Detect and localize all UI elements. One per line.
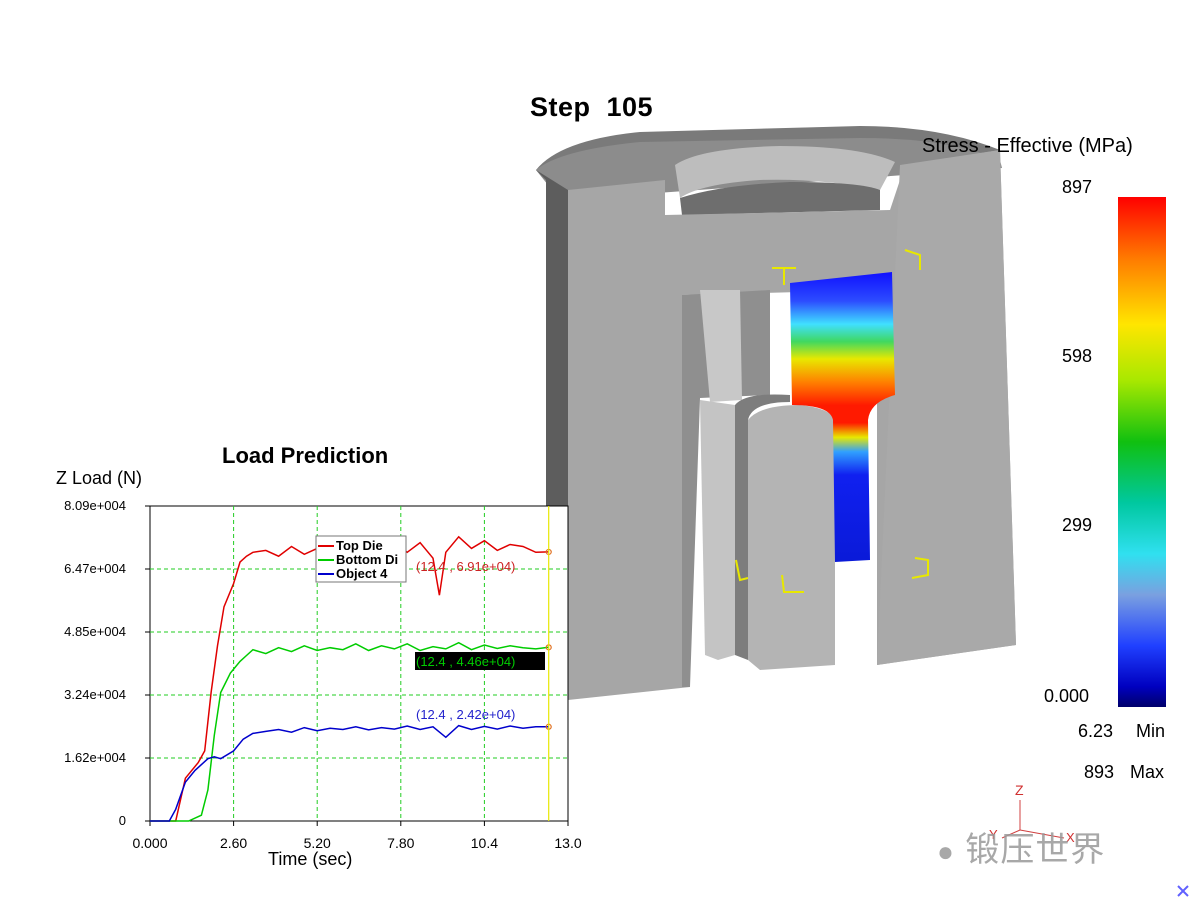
legend-min-label: Min (1136, 721, 1166, 741)
die-cavity-ring (675, 146, 895, 198)
annotation-bg (415, 652, 545, 670)
forging-die-3d-model (536, 126, 1016, 700)
data-annotation: (12.4 , 6.91e+04) (416, 559, 515, 574)
triad-z-label: Z (1015, 782, 1024, 798)
x-tick-label: 10.4 (471, 835, 498, 851)
series-line-1 (150, 641, 549, 822)
legend-entry: Top Die (336, 538, 383, 553)
legend-max-label: Max (1130, 762, 1165, 782)
x-tick-label: 0.000 (132, 835, 167, 851)
legend-tick-zero: 0.000 (1044, 686, 1090, 706)
watermark-text: 锻压世界 (965, 831, 1106, 869)
legend-tick-max: 897 (1062, 177, 1093, 197)
legend-min-value: 6.23 (1078, 721, 1114, 741)
data-annotation: (12.4 , 4.46e+04) (416, 654, 515, 669)
series-line-2 (150, 724, 549, 822)
chart-title: Load Prediction (222, 443, 389, 468)
bottom-die-punch (748, 405, 835, 670)
x-tick-label: 5.20 (304, 835, 331, 851)
stress-colorbar (1118, 197, 1166, 707)
legend-tick-598: 598 (1062, 346, 1093, 366)
y-tick-label: 8.09e+004 (64, 498, 126, 513)
step-title: Step 105 (530, 92, 654, 122)
corner-grip-icon[interactable] (1176, 884, 1190, 898)
x-tick-label: 7.80 (387, 835, 414, 851)
legend-max-value: 893 (1084, 762, 1115, 782)
triad-x-label: X (1066, 830, 1075, 845)
data-annotation: (12.4 , 2.42e+04) (416, 707, 515, 722)
billet-stress-contour (790, 272, 895, 562)
triad-y-label: Y (989, 827, 998, 842)
legend-tick-299: 299 (1062, 515, 1093, 535)
wechat-watermark: ● 锻压世界 (937, 822, 1105, 871)
legend-title: Stress - Effective (MPa) (922, 135, 1133, 157)
y-tick-label: 0 (119, 813, 126, 828)
legend-entry: Bottom Di (336, 552, 398, 567)
selection-brackets (735, 249, 929, 593)
load-prediction-chart: 0 1.62e+004 3.24e+004 4.85e+004 6.47e+004 8.0… (64, 498, 582, 851)
y-axis-label: Z Load (N) (56, 468, 143, 488)
x-tick-label: 2.60 (220, 835, 247, 851)
x-axis-label: Time (sec) (268, 849, 353, 869)
y-tick-label: 4.85e+004 (64, 624, 126, 639)
legend-entry: Object 4 (336, 566, 388, 581)
y-tick-label: 3.24e+004 (64, 687, 126, 702)
x-tick-label: 13.0 (554, 835, 581, 851)
axis-triad-icon: Z Y X (989, 782, 1075, 845)
wechat-logo-icon: ● (937, 836, 955, 867)
y-tick-label: 6.47e+004 (64, 561, 126, 576)
y-tick-label: 1.62e+004 (64, 750, 126, 765)
